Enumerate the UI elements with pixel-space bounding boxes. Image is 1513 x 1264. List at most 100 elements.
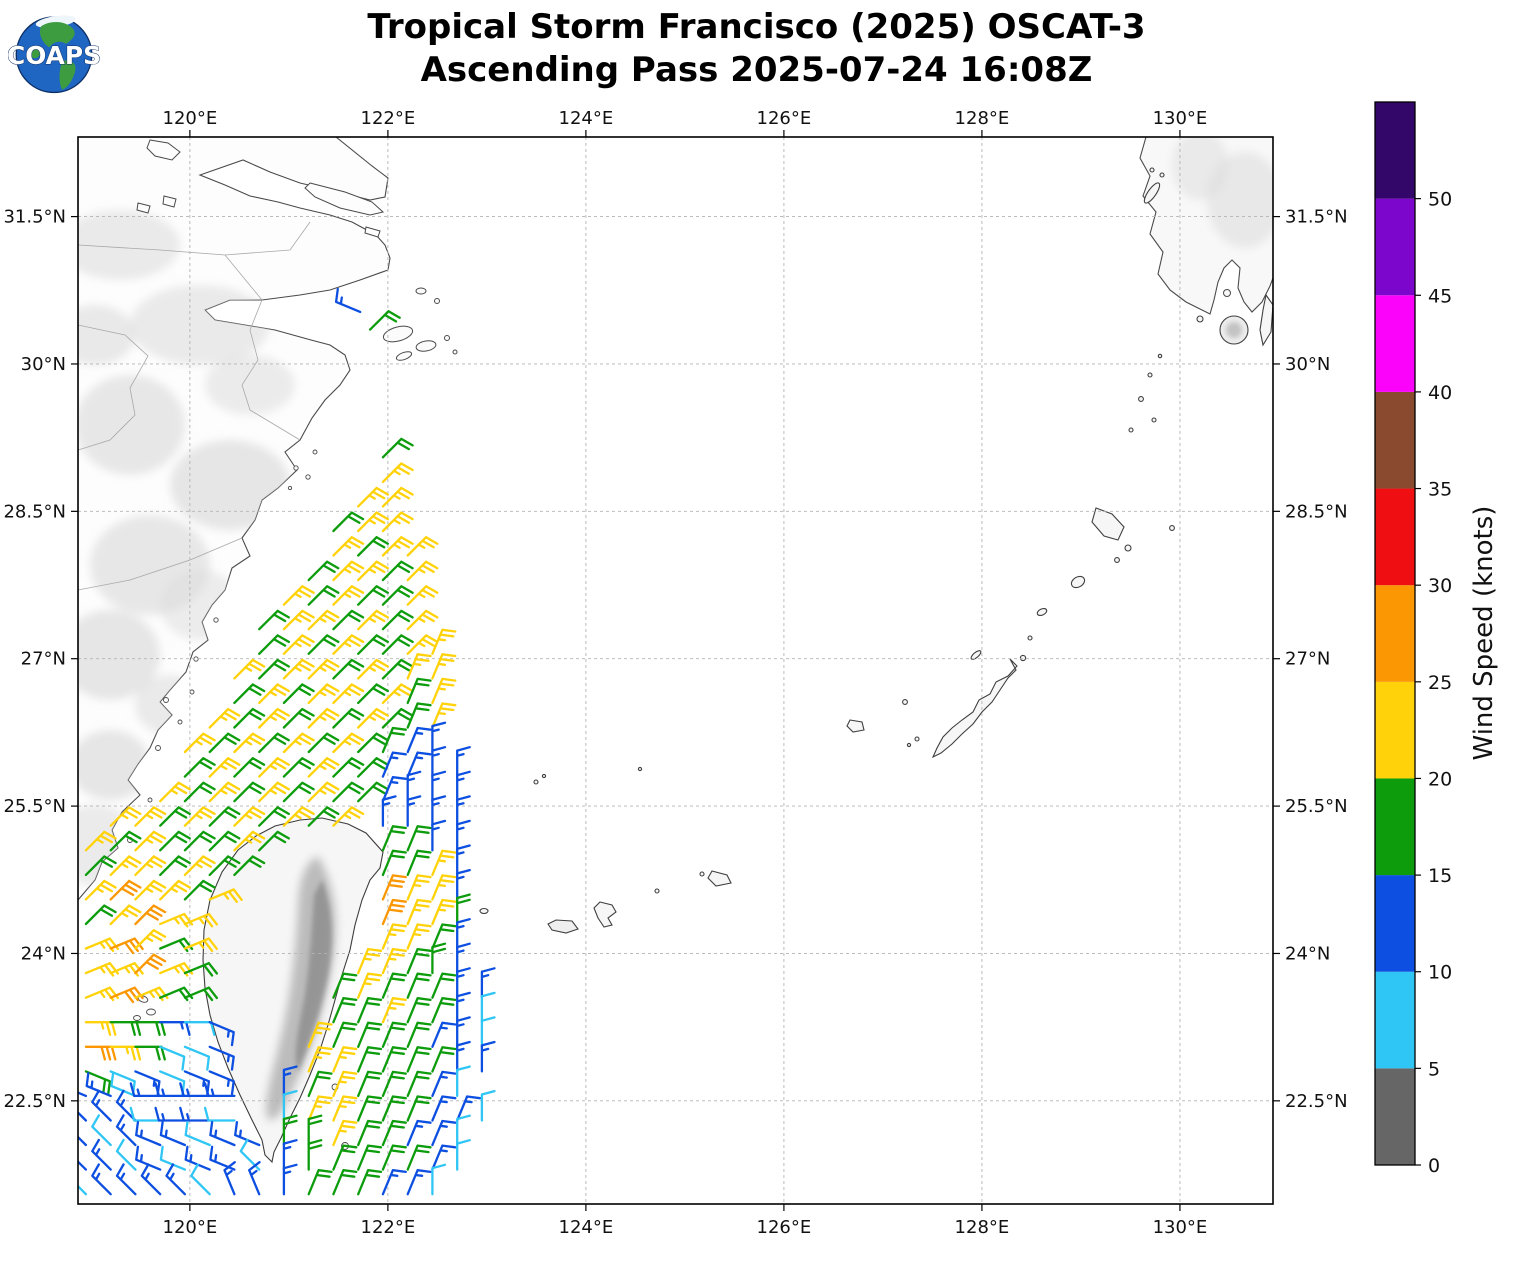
wind-barb bbox=[332, 1119, 358, 1147]
wind-barb bbox=[208, 781, 241, 803]
title-line-1: Tropical Storm Francisco (2025) OSCAT-3 bbox=[367, 7, 1146, 47]
wind-barb bbox=[406, 874, 432, 901]
colorbar-segment bbox=[1375, 488, 1415, 586]
globe-north-america bbox=[39, 22, 75, 48]
wind-barb bbox=[282, 806, 315, 827]
wind-barb bbox=[456, 991, 471, 1024]
wind-barb bbox=[332, 1169, 358, 1196]
wind-barb bbox=[78, 1135, 88, 1147]
x-tick-label-bottom: 120°E bbox=[163, 1217, 218, 1238]
wind-barb bbox=[282, 1163, 298, 1196]
y-tick-label-left: 22.5°N bbox=[3, 1091, 66, 1112]
colorbar-tick-label: 5 bbox=[1428, 1058, 1440, 1080]
wind-barb bbox=[134, 1045, 166, 1061]
y-tick-label-left: 31.5°N bbox=[3, 207, 66, 228]
wind-barb bbox=[258, 732, 290, 754]
y-tick-label-left: 25.5°N bbox=[3, 796, 66, 817]
wind-barb bbox=[282, 1089, 298, 1122]
wind-barb bbox=[431, 1163, 447, 1196]
wind-barb bbox=[332, 634, 365, 655]
wind-barb bbox=[381, 726, 407, 754]
wind-barb bbox=[406, 751, 432, 778]
wind-barb bbox=[381, 560, 414, 582]
wind-barb bbox=[78, 1091, 88, 1098]
wind-barb bbox=[431, 1119, 457, 1147]
wind-barb bbox=[406, 898, 432, 926]
wind-barb bbox=[154, 1082, 187, 1098]
ryukyu-islands bbox=[479, 167, 1273, 934]
wind-barb bbox=[307, 1070, 333, 1098]
wind-barb bbox=[332, 781, 365, 803]
wind-barb bbox=[332, 1144, 358, 1171]
wind-barb bbox=[109, 879, 142, 901]
x-tick-label-top: 120°E bbox=[163, 108, 218, 129]
coaps-logo: COAPS bbox=[8, 15, 100, 94]
wind-barb bbox=[381, 849, 407, 877]
wind-barb bbox=[203, 1082, 236, 1098]
wind-barb bbox=[381, 874, 407, 901]
wind-barb bbox=[91, 1138, 112, 1171]
wind-barb bbox=[183, 855, 216, 877]
wind-barb bbox=[381, 437, 414, 459]
colorbar-tick-label: 30 bbox=[1428, 575, 1452, 597]
wind-barb bbox=[456, 844, 471, 877]
wind-barb bbox=[183, 781, 216, 803]
y-tick-label-right: 27°N bbox=[1285, 649, 1330, 670]
wind-barb bbox=[332, 511, 365, 533]
wind-barb bbox=[183, 937, 219, 953]
wind-barb bbox=[431, 795, 447, 827]
wind-barb bbox=[307, 707, 340, 729]
wind-barb bbox=[431, 721, 447, 754]
wind-barb bbox=[159, 1021, 191, 1036]
wind-barb bbox=[406, 1021, 432, 1048]
x-tick-label-top: 130°E bbox=[1153, 108, 1208, 129]
wind-barb bbox=[109, 1021, 142, 1036]
wind-barb bbox=[134, 855, 167, 877]
wind-barb bbox=[431, 898, 457, 926]
wind-barb bbox=[258, 707, 290, 729]
wind-barb bbox=[307, 1095, 333, 1122]
wind-barb bbox=[456, 1016, 471, 1048]
wind-barb bbox=[233, 732, 266, 754]
colorbar-tick-label: 0 bbox=[1428, 1155, 1440, 1177]
wind-barb bbox=[406, 1119, 432, 1147]
wind-barb bbox=[406, 677, 432, 705]
colorbar-label: Wind Speed (knots) bbox=[1469, 506, 1499, 761]
y-tick-label-left: 24°N bbox=[21, 943, 66, 964]
wind-barb bbox=[456, 819, 471, 852]
wind-barb bbox=[332, 683, 365, 705]
wind-barb bbox=[183, 986, 219, 1002]
wind-barb bbox=[233, 658, 266, 680]
wind-barb bbox=[357, 634, 389, 655]
wind-barb bbox=[431, 746, 447, 778]
yakushima-terrain bbox=[1226, 322, 1242, 338]
wind-barb bbox=[357, 947, 383, 975]
wind-barb bbox=[456, 1065, 471, 1098]
wind-barb bbox=[381, 511, 414, 533]
wind-barb bbox=[381, 825, 407, 852]
wind-barb bbox=[332, 560, 365, 582]
wind-barb bbox=[431, 653, 457, 680]
wind-barb bbox=[406, 1144, 432, 1171]
wind-barb bbox=[431, 874, 457, 901]
y-tick-label-right: 24°N bbox=[1285, 943, 1330, 964]
wind-barb bbox=[381, 776, 407, 803]
wind-barb bbox=[456, 868, 471, 901]
wind-barb bbox=[159, 830, 191, 852]
wind-barb bbox=[307, 1169, 333, 1196]
wind-barb bbox=[84, 879, 117, 901]
colorbar-tick-label: 50 bbox=[1428, 189, 1452, 211]
x-tick-label-top: 124°E bbox=[559, 108, 614, 129]
y-tick-label-right: 31.5°N bbox=[1285, 207, 1348, 228]
wind-barb bbox=[208, 806, 241, 827]
wind-barb bbox=[84, 1070, 112, 1096]
wind-barb bbox=[357, 560, 389, 582]
colorbar-segment bbox=[1375, 391, 1415, 489]
wind-barb bbox=[135, 1121, 162, 1147]
wind-barb bbox=[406, 1070, 432, 1098]
wind-barb bbox=[109, 830, 142, 852]
zhoushan-islands bbox=[382, 287, 458, 361]
wind-barb bbox=[184, 1121, 211, 1147]
wind-barb bbox=[357, 707, 389, 729]
